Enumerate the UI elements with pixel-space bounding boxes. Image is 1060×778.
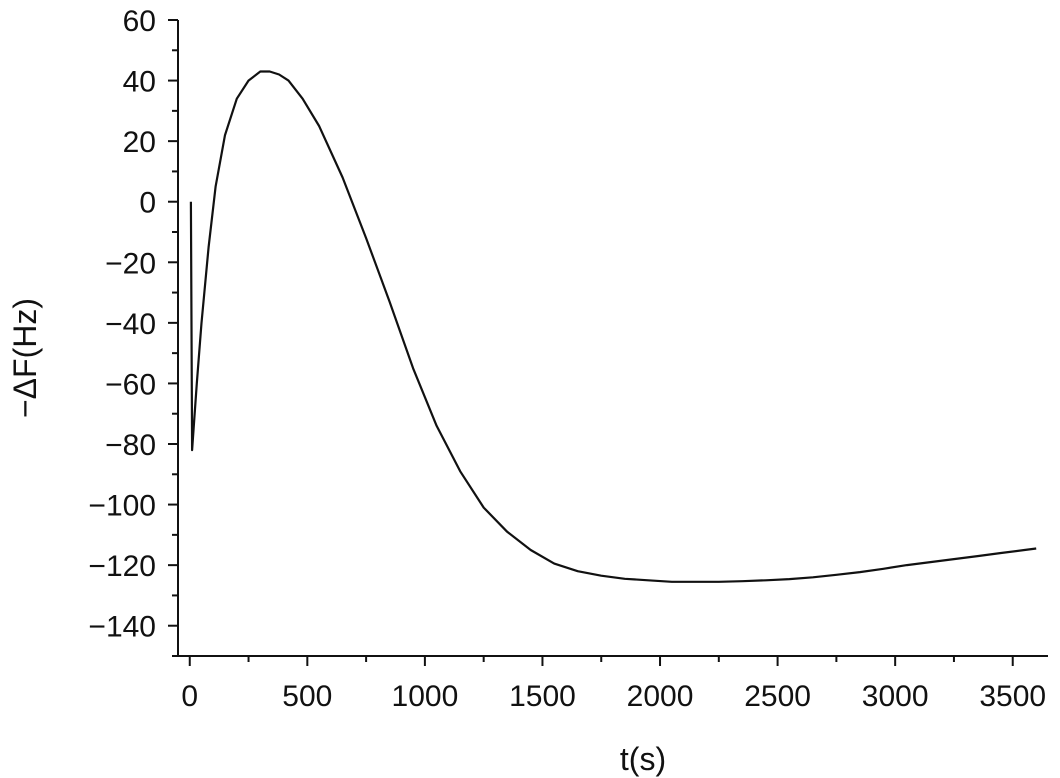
- y-tick-label: −60: [105, 368, 156, 401]
- x-tick-label: 0: [181, 680, 198, 713]
- x-tick-label: 2000: [627, 680, 694, 713]
- y-axis-title: −ΔF(Hz): [7, 298, 43, 418]
- x-tick-label: 3000: [862, 680, 929, 713]
- y-tick-label: −20: [105, 247, 156, 280]
- x-axis-title: t(s): [620, 741, 666, 777]
- x-tick-label: 3500: [979, 680, 1046, 713]
- y-tick-label: −100: [88, 490, 156, 523]
- y-tick-label: 60: [123, 5, 156, 38]
- x-tick-label: 1000: [392, 680, 459, 713]
- y-tick-label: 40: [123, 66, 156, 99]
- plot-area: [189, 70, 1037, 583]
- x-tick-label: 500: [282, 680, 332, 713]
- axis-tick-labels: 60 40 20 0 −20 −40 −60 −80 −100 −120 −140 0 500 1000 1…: [88, 5, 1046, 713]
- series-line: [189, 70, 1037, 583]
- y-tick-label: −40: [105, 308, 156, 341]
- axes: [177, 20, 1048, 657]
- y-tick-label: 20: [123, 126, 156, 159]
- y-tick-label: −140: [88, 611, 156, 644]
- y-tick-label: 0: [139, 187, 156, 220]
- y-tick-label: −120: [88, 550, 156, 583]
- x-tick-label: 2500: [744, 680, 811, 713]
- x-tick-label: 1500: [509, 680, 576, 713]
- axis-ticks: [168, 19, 1014, 666]
- y-tick-label: −80: [105, 429, 156, 462]
